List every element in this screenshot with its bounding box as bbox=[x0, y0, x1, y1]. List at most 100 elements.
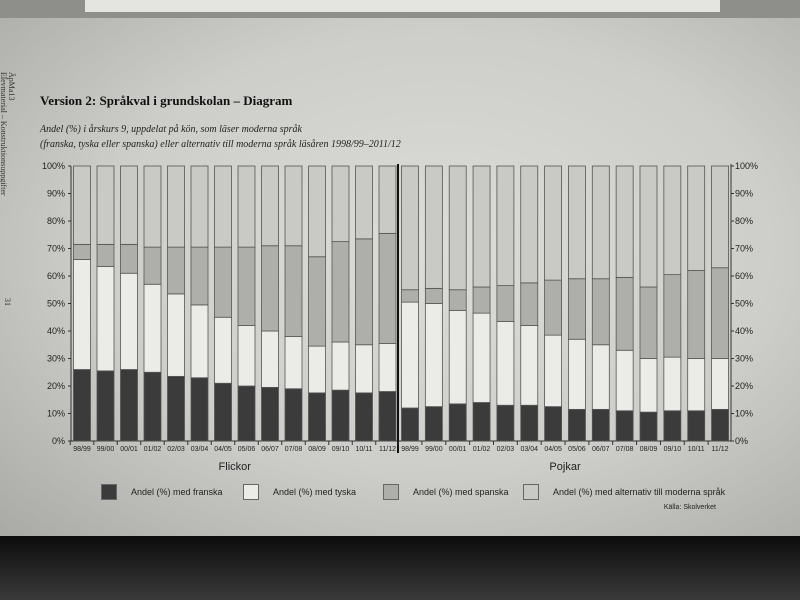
bar-segment-spanska bbox=[472, 286, 491, 314]
bar-segment-tyska bbox=[355, 344, 373, 394]
bar-segment-franska bbox=[663, 410, 682, 442]
bar-segment-franska bbox=[544, 406, 562, 442]
legend-label: Andel (%) med spanska bbox=[413, 487, 509, 497]
legend-alternativ: Andel (%) med alternativ till moderna sp… bbox=[523, 484, 725, 500]
bar-segment-alternativ bbox=[214, 165, 232, 248]
bar-segment-tyska bbox=[331, 341, 350, 391]
bar-segment-franska bbox=[143, 371, 162, 442]
bar-segment-spanska bbox=[331, 241, 350, 343]
x-tick-label: 00/01 bbox=[449, 446, 467, 453]
y-tick-label-right: 10% bbox=[735, 409, 753, 419]
bar-segment-spanska bbox=[615, 276, 634, 351]
bar-segment-alternativ bbox=[167, 165, 185, 248]
bar-segment-franska bbox=[261, 386, 279, 442]
bar-segment-franska bbox=[355, 392, 373, 442]
y-tick-label-right: 80% bbox=[735, 216, 753, 226]
bar-segment-tyska bbox=[568, 338, 586, 410]
x-tick-label: 09/10 bbox=[664, 446, 682, 453]
bar-segment-franska bbox=[520, 404, 539, 442]
y-tick-label-right: 0% bbox=[735, 436, 748, 446]
bar-segment-spanska bbox=[568, 278, 586, 340]
x-tick-label: 06/07 bbox=[592, 446, 610, 453]
bar-segment-alternativ bbox=[331, 165, 350, 243]
legend-swatch-franska bbox=[101, 484, 117, 500]
y-tick-label-right: 20% bbox=[735, 381, 753, 391]
subtitle-line-2: (franska, tyska eller spanska) eller alt… bbox=[40, 139, 401, 150]
y-tick-label-left: 40% bbox=[47, 326, 65, 336]
legend-swatch-tyska bbox=[243, 484, 259, 500]
bar-segment-alternativ bbox=[687, 165, 706, 271]
x-tick-label: 04/05 bbox=[214, 446, 232, 453]
bar-segment-spanska bbox=[214, 246, 232, 318]
bar-segment-alternativ bbox=[284, 165, 303, 247]
bar-segment-spanska bbox=[355, 238, 373, 346]
bar-segment-franska bbox=[331, 389, 350, 442]
x-tick-label: 00/01 bbox=[120, 446, 138, 453]
bar-segment-franska bbox=[237, 385, 256, 442]
bar-segment-tyska bbox=[663, 356, 682, 412]
bar-segment-spanska bbox=[308, 256, 326, 347]
bar-segment-tyska bbox=[448, 309, 467, 405]
bar-segment-alternativ bbox=[190, 165, 209, 248]
bar-segment-spanska bbox=[120, 243, 138, 274]
bar-segment-spanska bbox=[378, 232, 397, 344]
x-tick-label: 10/11 bbox=[356, 446, 373, 453]
bar-segment-franska bbox=[284, 388, 303, 442]
bar-segment-franska bbox=[401, 407, 419, 442]
legend-spanska: Andel (%) med spanska bbox=[383, 484, 509, 500]
bar-segment-franska bbox=[496, 404, 515, 442]
legend-label: Andel (%) med alternativ till moderna sp… bbox=[553, 487, 726, 497]
bar-segment-tyska bbox=[424, 303, 443, 408]
bar-segment-alternativ bbox=[401, 165, 419, 291]
bar-segment-spanska bbox=[496, 285, 515, 322]
bar-segment-spanska bbox=[639, 286, 658, 359]
bar-segment-tyska bbox=[73, 259, 91, 370]
bar-segment-spanska bbox=[73, 243, 91, 260]
bar-segment-tyska bbox=[401, 301, 419, 409]
bar-segment-tyska bbox=[308, 345, 326, 394]
bar-segment-spanska bbox=[711, 267, 729, 359]
bar-segment-franska bbox=[120, 369, 138, 442]
bar-segment-tyska bbox=[261, 330, 279, 388]
group-label-flickor: Flickor bbox=[219, 461, 252, 473]
y-tick-label-right: 40% bbox=[735, 326, 753, 336]
bar-segment-franska bbox=[308, 392, 326, 442]
y-tick-label-left: 30% bbox=[47, 354, 65, 364]
y-tick-label-right: 30% bbox=[735, 354, 753, 364]
bar-segment-franska bbox=[639, 411, 658, 442]
bar-segment-alternativ bbox=[424, 165, 443, 289]
x-tick-label: 99/00 bbox=[97, 446, 115, 453]
y-tick-label-right: 60% bbox=[735, 271, 753, 281]
bar-segment-alternativ bbox=[96, 165, 115, 245]
bar-segment-spanska bbox=[401, 289, 419, 303]
bar-segment-spanska bbox=[424, 287, 443, 304]
bar-segment-spanska bbox=[96, 243, 115, 267]
x-tick-label: 01/02 bbox=[473, 446, 491, 453]
x-tick-label: 99/00 bbox=[425, 446, 443, 453]
bar-segment-tyska bbox=[615, 349, 634, 412]
x-tick-label: 06/07 bbox=[261, 446, 279, 453]
x-tick-label: 08/09 bbox=[308, 446, 326, 453]
bar-segment-franska bbox=[424, 406, 443, 442]
bar-segment-franska bbox=[568, 408, 586, 442]
bar-segment-alternativ bbox=[591, 165, 610, 280]
bar-segment-alternativ bbox=[261, 165, 279, 247]
bar-segment-alternativ bbox=[663, 165, 682, 276]
bar-segment-alternativ bbox=[639, 165, 658, 288]
bar-segment-alternativ bbox=[568, 165, 586, 280]
bar-segment-alternativ bbox=[472, 165, 491, 288]
x-tick-label: 05/06 bbox=[568, 446, 586, 453]
bar-segment-franska bbox=[167, 375, 185, 442]
x-tick-label: 02/03 bbox=[497, 446, 515, 453]
bar-segment-alternativ bbox=[615, 165, 634, 278]
bar-segment-franska bbox=[96, 370, 115, 442]
source-note: Källa: Skolverket bbox=[663, 504, 716, 511]
bar-segment-tyska bbox=[544, 334, 562, 408]
bar-segment-tyska bbox=[190, 304, 209, 379]
bar-segment-alternativ bbox=[448, 165, 467, 291]
bar-segment-franska bbox=[214, 382, 232, 442]
bar-segment-spanska bbox=[520, 282, 539, 326]
y-tick-label-right: 100% bbox=[735, 161, 758, 171]
bar-segment-alternativ bbox=[378, 165, 397, 234]
